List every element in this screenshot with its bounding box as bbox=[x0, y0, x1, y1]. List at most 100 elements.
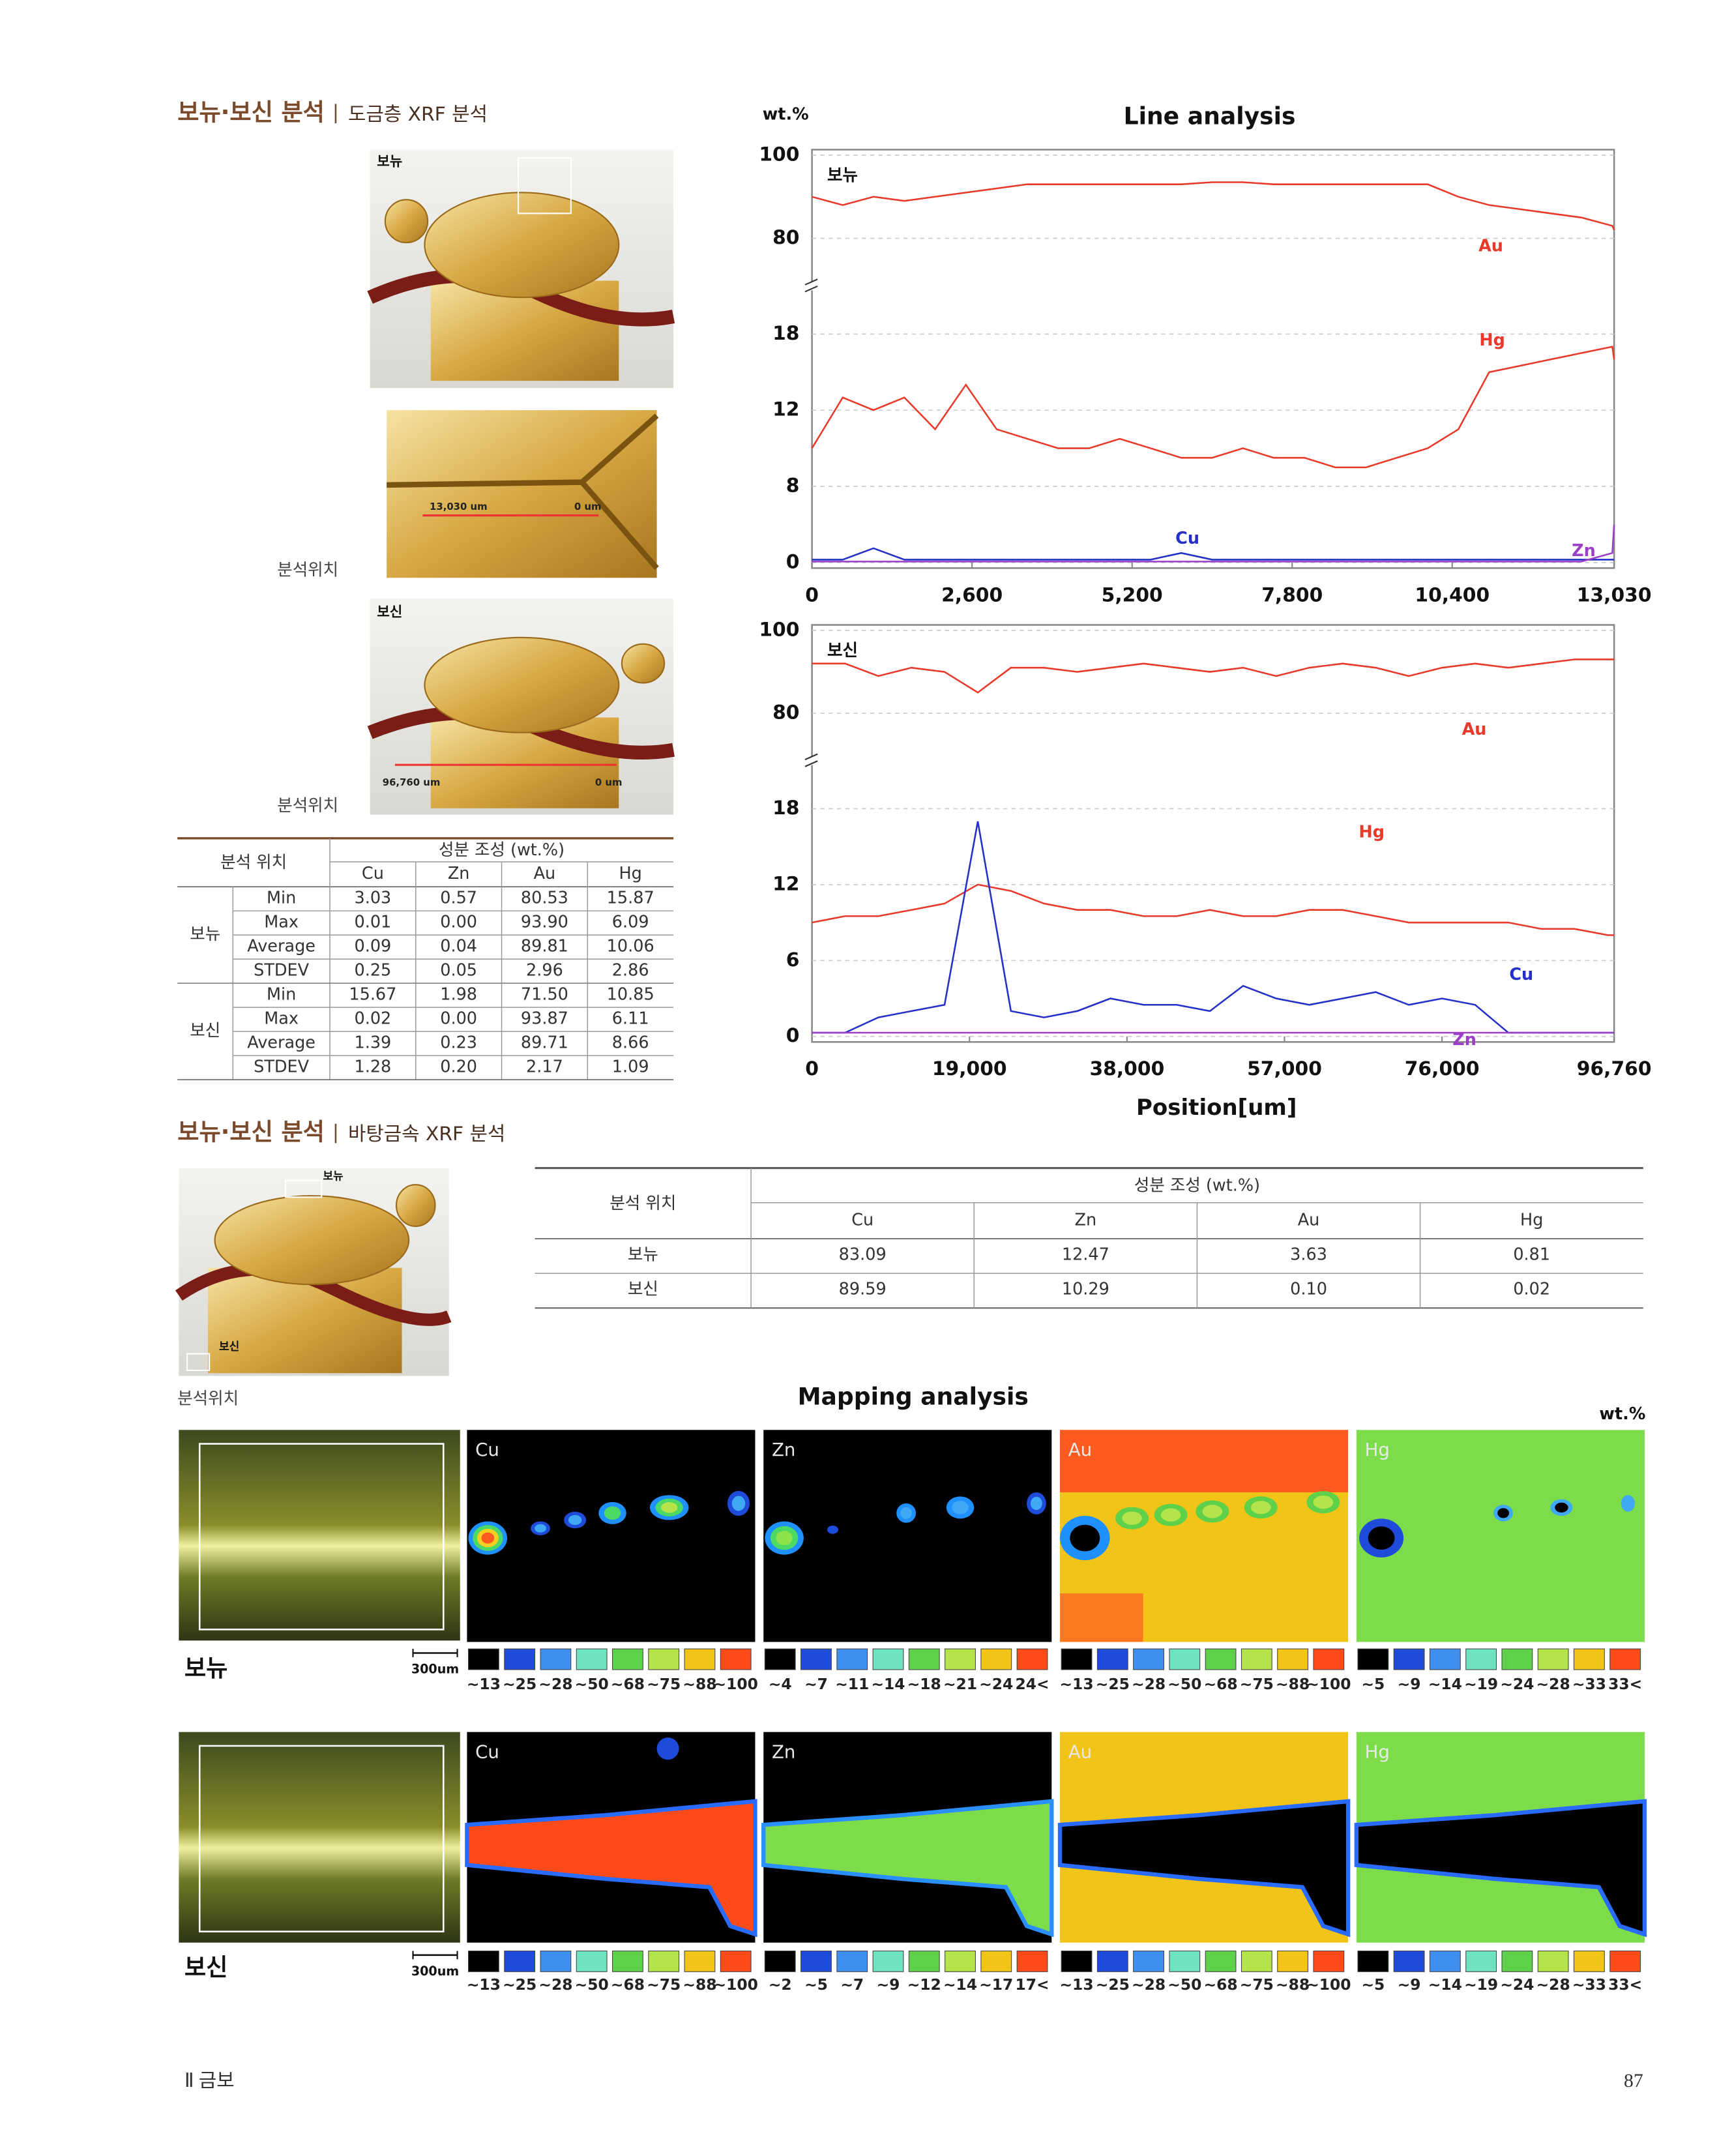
micrograph bbox=[179, 1430, 460, 1641]
position-label: 분석위치 bbox=[277, 561, 338, 580]
legend-swatch bbox=[1133, 1648, 1164, 1670]
x-tick-label: 19,000 bbox=[932, 1057, 1007, 1080]
legend-label: 33< bbox=[1608, 1975, 1642, 1994]
row-label: 보뉴 bbox=[628, 1245, 658, 1265]
legend-label: ~14 bbox=[871, 1675, 905, 1693]
legend-swatch bbox=[1574, 1648, 1605, 1670]
panel-label: 보신 bbox=[827, 641, 858, 660]
turtle-head bbox=[384, 199, 429, 244]
legend-label: ~4 bbox=[769, 1675, 792, 1693]
legend-label: ~28 bbox=[538, 1975, 572, 1994]
section-title: 보뉴·보신 분석 bbox=[177, 1118, 325, 1146]
legend-label: ~75 bbox=[647, 1675, 681, 1693]
legend-label: ~7 bbox=[840, 1975, 864, 1994]
series-label: Hg bbox=[1358, 822, 1385, 842]
legend-swatch bbox=[1277, 1648, 1309, 1670]
legend-label: ~25 bbox=[1096, 1675, 1130, 1693]
axis-break-gap bbox=[806, 756, 818, 765]
legend-swatch bbox=[576, 1950, 608, 1972]
legend-label: ~24 bbox=[979, 1675, 1013, 1693]
scale-label: 0 um bbox=[595, 776, 623, 788]
table-header: Hg bbox=[619, 864, 642, 883]
series-label: Hg bbox=[1479, 331, 1505, 350]
y-tick-label: 80 bbox=[772, 226, 799, 249]
table-cell: 1.39 bbox=[354, 1033, 391, 1053]
row-label: Average bbox=[247, 937, 316, 956]
legend-swatch bbox=[1205, 1648, 1237, 1670]
legend-label: ~75 bbox=[647, 1975, 681, 1994]
legend-label: ~13 bbox=[1060, 1675, 1094, 1693]
y-tick-label: 0 bbox=[786, 550, 800, 573]
row-label: STDEV bbox=[254, 961, 310, 981]
element-label: Zn bbox=[772, 1439, 795, 1460]
legend-swatch bbox=[836, 1648, 868, 1670]
legend-swatch bbox=[468, 1648, 499, 1670]
legend-label: ~68 bbox=[611, 1675, 645, 1693]
legend-label: ~18 bbox=[907, 1675, 941, 1693]
row-label: 보신 bbox=[628, 1280, 658, 1299]
map-blob bbox=[1202, 1505, 1223, 1518]
legend-swatch bbox=[945, 1950, 976, 1972]
legend-swatch bbox=[1096, 1950, 1128, 1972]
legend-label: ~13 bbox=[1060, 1975, 1094, 1994]
micrograph-frame bbox=[198, 1745, 445, 1932]
axis-break bbox=[804, 285, 818, 293]
table-cell: 0.10 bbox=[1290, 1280, 1327, 1299]
legend-label: ~25 bbox=[503, 1975, 536, 1994]
legend-label: 24< bbox=[1015, 1675, 1049, 1693]
map-region bbox=[1060, 1430, 1349, 1492]
x-axis-label: Position[um] bbox=[1136, 1095, 1297, 1121]
map-bg bbox=[1356, 1430, 1645, 1642]
table-cell: 0.25 bbox=[354, 961, 391, 981]
y-tick-label: 18 bbox=[772, 322, 799, 345]
legend-swatch bbox=[1016, 1648, 1048, 1670]
x-tick-label: 5,200 bbox=[1102, 583, 1163, 606]
x-tick-label: 0 bbox=[805, 1057, 819, 1080]
legend-label: ~75 bbox=[1240, 1675, 1274, 1693]
data-line bbox=[812, 524, 1615, 563]
legend-swatch bbox=[764, 1648, 796, 1670]
legend-label: ~28 bbox=[1132, 1975, 1166, 1994]
group-label: 보신 bbox=[190, 1021, 220, 1041]
x-tick-label: 7,800 bbox=[1261, 583, 1323, 606]
legend-label: ~88 bbox=[683, 1675, 716, 1693]
series-label: Au bbox=[1462, 720, 1487, 739]
legend-label: ~12 bbox=[907, 1975, 941, 1994]
axis-break bbox=[804, 760, 818, 767]
legend-label: ~25 bbox=[503, 1675, 536, 1693]
table-header: 분석 위치 bbox=[220, 853, 287, 872]
legend-swatch bbox=[1465, 1950, 1497, 1972]
map-blob bbox=[1497, 1508, 1510, 1518]
legend-label: ~9 bbox=[877, 1975, 900, 1994]
legend-label: ~25 bbox=[1096, 1975, 1130, 1994]
map-blob bbox=[604, 1506, 621, 1520]
element-label: Cu bbox=[475, 1439, 499, 1460]
table-cell: 0.09 bbox=[354, 937, 391, 956]
data-line bbox=[812, 181, 1615, 231]
map-blob bbox=[535, 1524, 546, 1533]
map-blob bbox=[1122, 1511, 1142, 1525]
map-blob bbox=[1368, 1526, 1395, 1550]
table-cell: 15.87 bbox=[607, 889, 654, 908]
legend-swatch bbox=[1240, 1950, 1272, 1972]
legend-label: ~21 bbox=[943, 1675, 977, 1693]
y-tick-label: 12 bbox=[772, 398, 799, 421]
table-header: Au bbox=[534, 864, 556, 883]
table-cell: 6.09 bbox=[612, 913, 649, 932]
axis-break bbox=[804, 278, 818, 286]
axis-break-gap bbox=[806, 282, 818, 291]
legend-label: ~88 bbox=[1276, 1675, 1310, 1693]
x-tick-label: 76,000 bbox=[1405, 1057, 1480, 1080]
table-cell: 0.23 bbox=[440, 1033, 477, 1053]
panel-label: 보뉴 bbox=[827, 166, 858, 185]
photo-label: 보뉴 bbox=[323, 1170, 344, 1183]
map-blob bbox=[1621, 1495, 1636, 1512]
table-cell: 10.85 bbox=[607, 985, 654, 1005]
table-cell: 10.29 bbox=[1062, 1280, 1109, 1299]
x-tick-label: 38,000 bbox=[1089, 1057, 1164, 1080]
legend-swatch bbox=[720, 1950, 752, 1972]
legend-swatch bbox=[1429, 1648, 1461, 1670]
legend-label: ~5 bbox=[804, 1975, 828, 1994]
legend-label: ~68 bbox=[611, 1975, 645, 1994]
